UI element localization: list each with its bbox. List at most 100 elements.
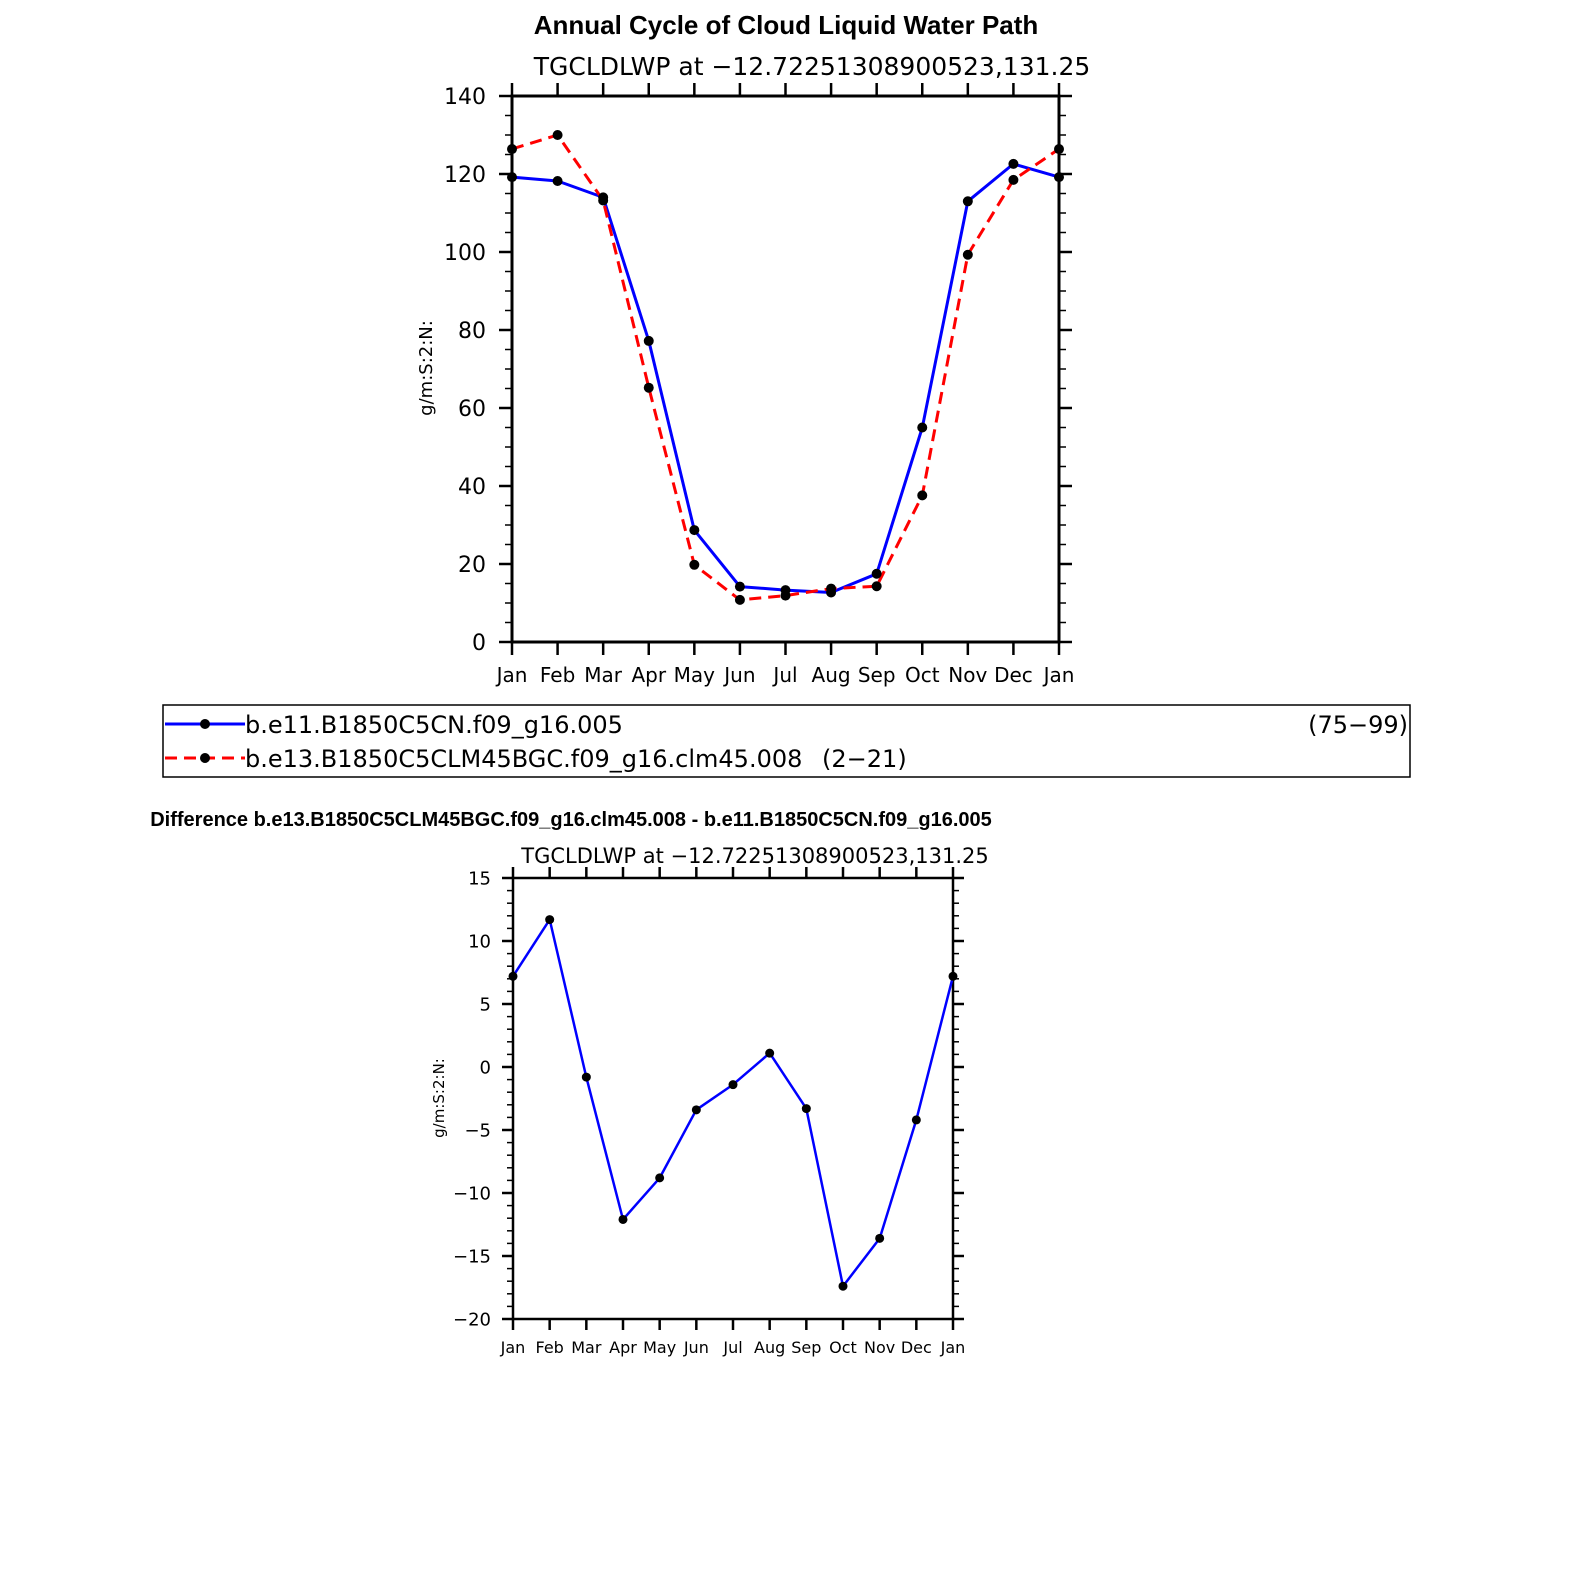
top-y-tick-label: 60 (458, 397, 486, 422)
bottom-plot-frame (511, 876, 955, 1321)
difference-panel: Difference b.e13.B1850C5CLM45BGC.f09_g16… (150, 809, 992, 1357)
top-y-tick-label: 20 (458, 553, 486, 578)
bot-series-0-point (581, 1072, 591, 1082)
bot-series-0-point (728, 1080, 738, 1090)
bot-y-tick-label: 15 (468, 868, 491, 889)
bot-x-tick-label: Jul (722, 1338, 742, 1357)
bot-x-tick-label: Mar (571, 1338, 602, 1357)
bottom-chart-title: Difference b.e13.B1850C5CLM45BGC.f09_g16… (150, 809, 992, 831)
bot-series-0-point (948, 971, 958, 981)
top-y-tick-label: 120 (444, 163, 486, 188)
bot-y-tick-label: −10 (453, 1183, 491, 1204)
top-chart-title: Annual Cycle of Cloud Liquid Water Path (534, 10, 1039, 40)
bot-series-0-point (765, 1048, 775, 1058)
bot-series-0-point (545, 915, 555, 925)
bot-x-tick-label: Oct (829, 1338, 857, 1357)
top-x-tick-label: Apr (631, 663, 666, 687)
legend-years-experiment: (2−21) (822, 745, 907, 773)
top-x-tick-label: Oct (905, 663, 940, 687)
top-x-tick-label: Jan (495, 663, 528, 687)
legend-entry-experiment: b.e13.B1850C5CLM45BGC.f09_g16.clm45.008 … (245, 745, 907, 773)
top-y-tick-labels: 0 20 40 60 80 100 120 140 (444, 85, 486, 656)
top-series-1-point (1054, 144, 1064, 155)
top-series-1-point (826, 583, 837, 594)
legend: b.e11.B1850C5CN.f09_g16.005 (75−99) b.e1… (162, 704, 1411, 778)
top-x-tick-label: Jan (1042, 663, 1075, 687)
bot-x-tick-label: Feb (536, 1338, 564, 1357)
legend-box (162, 704, 1411, 778)
top-y-tick-label: 0 (472, 631, 486, 656)
bot-x-tick-label: May (643, 1338, 676, 1357)
bot-series-0-point (618, 1214, 628, 1224)
top-x-tick-label: Sep (858, 663, 896, 687)
top-series-line-0 (511, 162, 1060, 594)
top-series-0-point (1008, 158, 1019, 169)
top-x-tick-label: Feb (540, 663, 575, 687)
bottom-y-tick-labels: −20 −15 −10 −5 0 5 10 15 (453, 868, 491, 1330)
top-x-tick-label: Dec (994, 663, 1033, 687)
bot-series-0-point (655, 1173, 665, 1183)
top-series-0-point (507, 172, 517, 183)
bot-series-0-point (911, 1115, 921, 1125)
top-plot-frame (510, 94, 1061, 644)
top-series-0-point (689, 525, 700, 536)
top-series-0-point (962, 196, 973, 207)
top-series-0-point (643, 335, 654, 346)
bot-series-0-point (691, 1105, 701, 1115)
legend-marker-experiment (200, 753, 210, 763)
legend-marker-control (200, 719, 210, 729)
bottom-y-axis-label: g/m:S:2:N: (430, 1058, 448, 1138)
top-y-tick-label: 140 (444, 85, 486, 110)
bot-y-tick-label: −20 (453, 1309, 491, 1330)
top-series-1-point (643, 382, 654, 393)
legend-label-experiment: b.e13.B1850C5CLM45BGC.f09_g16.clm45.008 (245, 745, 802, 773)
top-series-0-point (917, 422, 928, 433)
bottom-axis-ticks (502, 867, 964, 1330)
bot-series-0-point (875, 1233, 885, 1243)
top-x-tick-label: Jul (771, 663, 797, 687)
bot-y-tick-label: −5 (464, 1120, 491, 1141)
bot-series-line-0 (511, 918, 955, 1288)
top-y-tick-label: 40 (458, 475, 486, 500)
annual-cycle-panel: Annual Cycle of Cloud Liquid Water Path … (416, 10, 1090, 687)
top-series-group (507, 130, 1064, 605)
top-series-1-point (598, 195, 609, 206)
top-x-tick-label: Mar (584, 663, 623, 687)
bot-x-tick-label: Sep (791, 1338, 821, 1357)
top-series-1-point (689, 559, 700, 570)
top-series-line-1 (511, 133, 1060, 602)
bot-series-0-point (801, 1104, 811, 1114)
bot-x-tick-label: Jan (500, 1338, 526, 1357)
bot-x-tick-label: Apr (609, 1338, 637, 1357)
bot-y-tick-label: 10 (468, 931, 491, 952)
top-y-tick-label: 80 (458, 319, 486, 344)
top-series-1-point (734, 594, 745, 605)
top-series-1-point (962, 249, 973, 260)
top-series-1-point (917, 490, 928, 501)
top-chart-subtitle: TGCLDLWP at −12.72251308900523,131.25 (533, 52, 1091, 81)
top-series-1-point (871, 581, 882, 592)
legend-label-control: b.e11.B1850C5CN.f09_g16.005 (245, 711, 623, 739)
top-axis-ticks (499, 83, 1072, 655)
bot-series-0-point (508, 971, 518, 981)
legend-years-control: (75−99) (1308, 711, 1408, 739)
bottom-series-group (508, 915, 958, 1291)
top-x-tick-label: Aug (812, 663, 851, 687)
top-series-0-point (734, 581, 745, 592)
bot-series-0-point (838, 1281, 848, 1291)
top-x-tick-label: May (674, 663, 716, 687)
top-series-1-point (507, 144, 517, 155)
top-x-tick-label: Jun (722, 663, 755, 687)
bot-x-tick-label: Jan (940, 1338, 966, 1357)
bot-x-tick-label: Nov (864, 1338, 895, 1357)
bot-y-tick-label: 5 (480, 994, 491, 1015)
top-y-axis-label: g/m:S:2:N: (416, 320, 437, 416)
top-series-0-point (552, 176, 563, 187)
bot-x-tick-label: Jun (683, 1338, 709, 1357)
top-series-1-point (780, 590, 791, 601)
top-y-tick-label: 100 (444, 241, 486, 266)
top-series-1-point (552, 130, 563, 140)
top-series-0-point (871, 568, 882, 579)
